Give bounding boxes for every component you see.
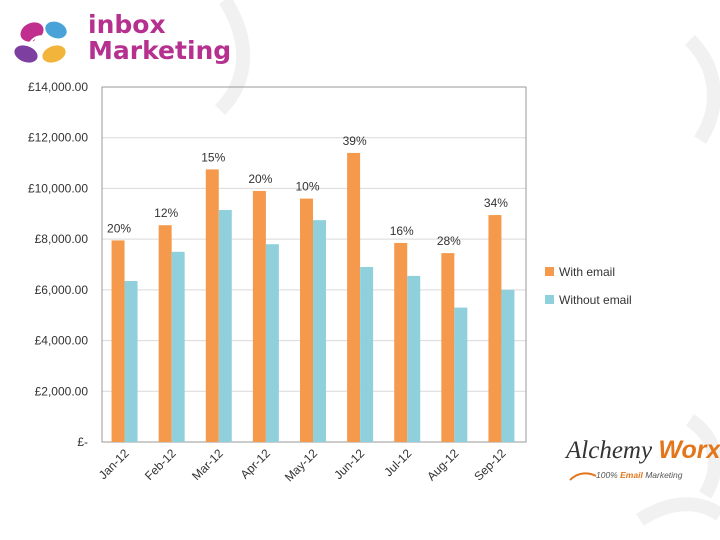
y-axis-ticks: £- £2,000.00 £4,000.00 £6,000.00 £8,000.00 £1… [28, 80, 88, 449]
data-label: 12% [154, 206, 178, 220]
x-tick-label: Sep-12 [471, 446, 508, 483]
alchemy-name-part2: Worx [658, 436, 720, 464]
bar-with-email [300, 198, 313, 442]
bar-without-email [360, 267, 374, 442]
legend-label: Without email [559, 293, 632, 307]
y-tick-label: £10,000.00 [28, 181, 88, 195]
y-tick-label: £- [77, 435, 88, 449]
tagline-highlight: Email [620, 470, 643, 480]
legend: With email Without email [545, 265, 632, 307]
bar-without-email [313, 220, 326, 442]
bar-with-email [158, 225, 172, 442]
bar-without-email [124, 280, 138, 442]
tagline-suffix: Marketing [645, 470, 683, 480]
inbox-marketing-logo: inbox Marketing [10, 12, 250, 74]
x-tick-label: Jan-12 [96, 446, 132, 482]
data-label: 20% [248, 172, 272, 186]
bar-with-email [441, 253, 455, 442]
y-tick-label: £6,000.00 [35, 283, 89, 297]
x-axis-ticks: Jan-12 Feb-12 Mar-12 Apr-12 May-12 Jun-12 Jul-… [96, 446, 509, 484]
bar-without-email [454, 307, 468, 442]
bar-with-email [394, 242, 408, 442]
data-label: 20% [107, 221, 131, 235]
x-tick-label: Apr-12 [238, 446, 274, 482]
logo-line1: inbox [88, 10, 166, 39]
alchemy-tagline: 100% Email Marketing [596, 470, 683, 480]
y-tick-label: £14,000.00 [28, 80, 88, 94]
logo-wordmark: inbox Marketing [88, 12, 231, 64]
bar-with-email [111, 240, 125, 442]
y-tick-label: £4,000.00 [35, 334, 89, 348]
swirl-flower-icon [14, 21, 67, 63]
bar-without-email [265, 244, 279, 442]
alchemy-name-part1: Alchemy [566, 437, 653, 464]
data-label: 10% [295, 180, 319, 194]
y-tick-label: £12,000.00 [28, 131, 88, 145]
data-labels: 20% 12% 15% 20% 10% 39% 16% 28% 34% [107, 134, 508, 248]
logo-line2: Marketing [88, 36, 232, 65]
tagline-prefix: 100% [596, 470, 618, 480]
x-tick-label: Aug-12 [424, 446, 461, 483]
x-tick-label: May-12 [282, 446, 320, 484]
x-tick-label: Feb-12 [142, 446, 179, 483]
alchemy-worx-logo: Alchemy Worx 100% Email Marketing [566, 430, 720, 486]
data-label: 16% [390, 224, 414, 238]
bar-without-email [501, 289, 515, 442]
bar-with-email [347, 152, 361, 442]
legend-label: With email [559, 265, 615, 279]
alchemy-worx-wordmark: Alchemy Worx [566, 436, 720, 465]
data-label: 34% [484, 196, 508, 210]
x-tick-label: Jul-12 [381, 446, 414, 479]
data-label: 15% [201, 150, 225, 164]
legend-swatch [545, 267, 554, 276]
bar-series [111, 152, 515, 443]
x-tick-label: Jun-12 [331, 446, 367, 482]
bar-without-email [171, 251, 185, 442]
x-tick-label: Mar-12 [189, 446, 226, 483]
swoosh-icon [569, 472, 597, 481]
bar-without-email [218, 209, 232, 442]
data-label: 28% [437, 234, 461, 248]
legend-swatch [545, 295, 554, 304]
bar-with-email [488, 215, 502, 442]
bar-without-email [407, 275, 421, 442]
y-tick-label: £2,000.00 [35, 384, 89, 398]
y-tick-label: £8,000.00 [35, 232, 89, 246]
bar-with-email [205, 169, 219, 443]
bar-with-email [252, 190, 266, 442]
data-label: 39% [343, 134, 367, 148]
